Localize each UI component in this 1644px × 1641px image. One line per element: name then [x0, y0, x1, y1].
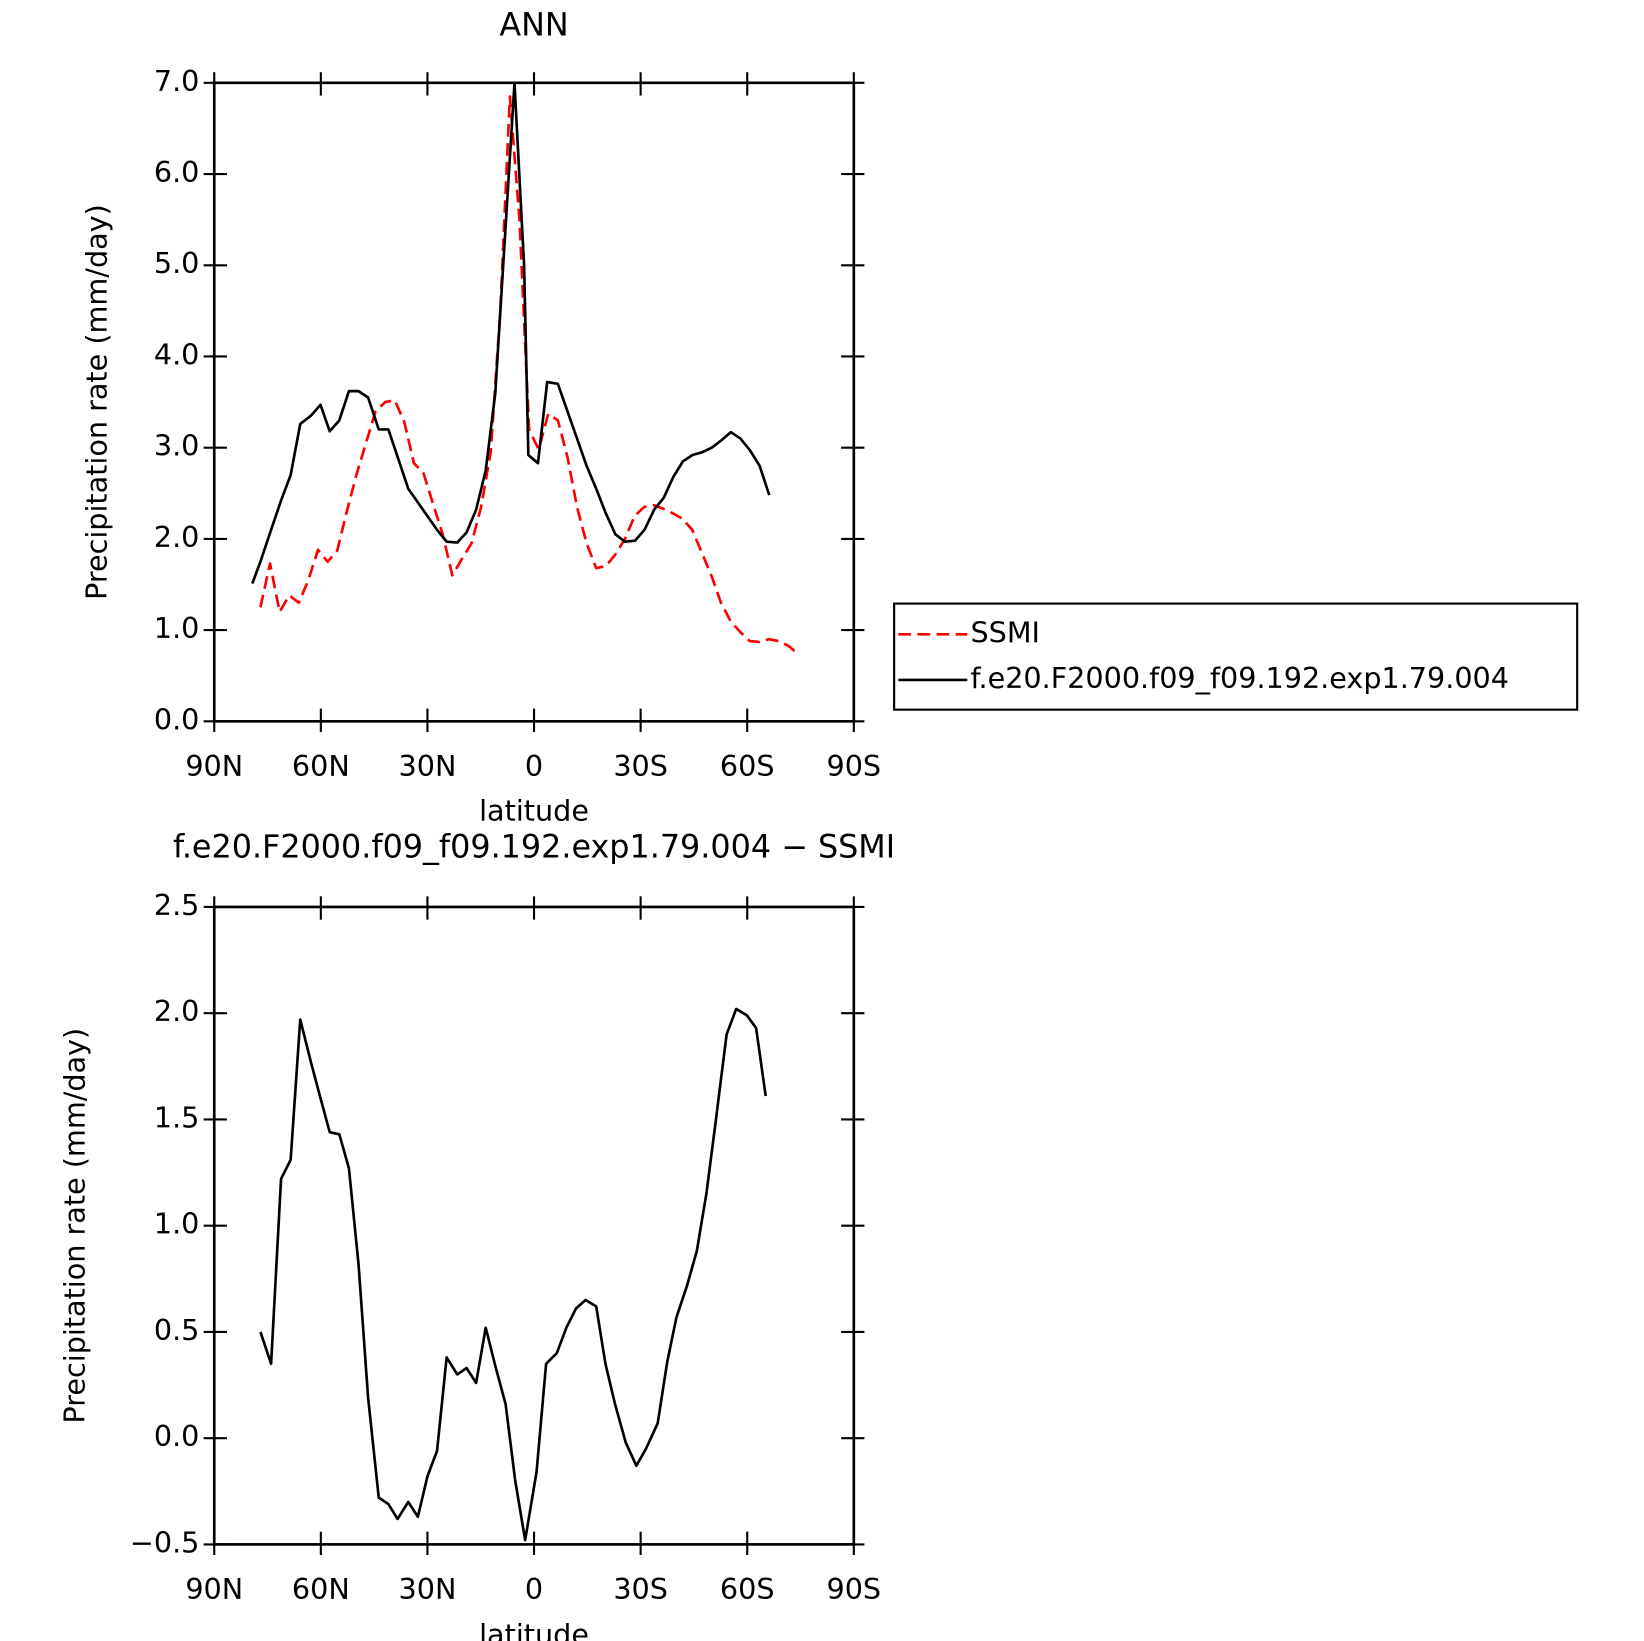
- chart-title: ANN: [499, 6, 568, 44]
- y-tick-label: 2.0: [154, 520, 200, 554]
- x-axis-label: latitude: [479, 794, 589, 828]
- chart-title: f.e20.F2000.f09_f09.192.exp1.79.004 − SS…: [173, 828, 895, 866]
- x-tick-label: 0: [525, 749, 543, 783]
- y-tick-label: 0.0: [154, 1419, 200, 1453]
- y-tick-label: 6.0: [154, 155, 200, 189]
- plot-frame: [212, 905, 856, 1546]
- y-tick-label: 1.5: [154, 1100, 200, 1134]
- y-axis-label: Precipitation rate (mm/day): [80, 204, 114, 600]
- y-tick-label: 1.0: [154, 611, 200, 645]
- y-tick-label: 2.5: [154, 888, 200, 922]
- y-tick-label: 0.0: [154, 702, 200, 736]
- y-tick-label: 7.0: [154, 64, 200, 98]
- x-tick-label: 60S: [720, 749, 775, 783]
- y-axis-label: Precipitation rate (mm/day): [57, 1028, 91, 1424]
- data-line: [251, 81, 771, 585]
- x-tick-label: 60N: [292, 1572, 350, 1606]
- x-tick-label: 60N: [292, 749, 350, 783]
- x-tick-label: 30N: [399, 749, 457, 783]
- legend-label: SSMI: [970, 615, 1039, 649]
- legend-box: [893, 602, 1579, 711]
- x-tick-label: 90N: [185, 1572, 243, 1606]
- x-tick-label: 30S: [613, 1572, 668, 1606]
- y-tick-label: 3.0: [154, 429, 200, 463]
- x-tick-label: 0: [525, 1572, 543, 1606]
- y-tick-label: 4.0: [154, 337, 200, 371]
- x-tick-label: 60S: [720, 1572, 775, 1606]
- y-tick-label: 2.0: [154, 994, 200, 1028]
- data-line: [259, 1007, 768, 1542]
- x-tick-label: 90S: [827, 1572, 882, 1606]
- plot-frame: [212, 81, 856, 723]
- y-tick-label: 1.0: [154, 1207, 200, 1241]
- x-axis-label: latitude: [479, 1618, 589, 1641]
- y-tick-label: 5.0: [154, 246, 200, 280]
- x-tick-label: 90N: [185, 749, 243, 783]
- legend-label: f.e20.F2000.f09_f09.192.exp1.79.004: [970, 661, 1508, 695]
- x-tick-label: 30N: [399, 1572, 457, 1606]
- data-line: [259, 95, 798, 654]
- x-tick-label: 90S: [827, 749, 882, 783]
- x-tick-label: 30S: [613, 749, 668, 783]
- y-tick-label: 0.5: [154, 1313, 200, 1347]
- y-tick-label: −0.5: [130, 1525, 200, 1559]
